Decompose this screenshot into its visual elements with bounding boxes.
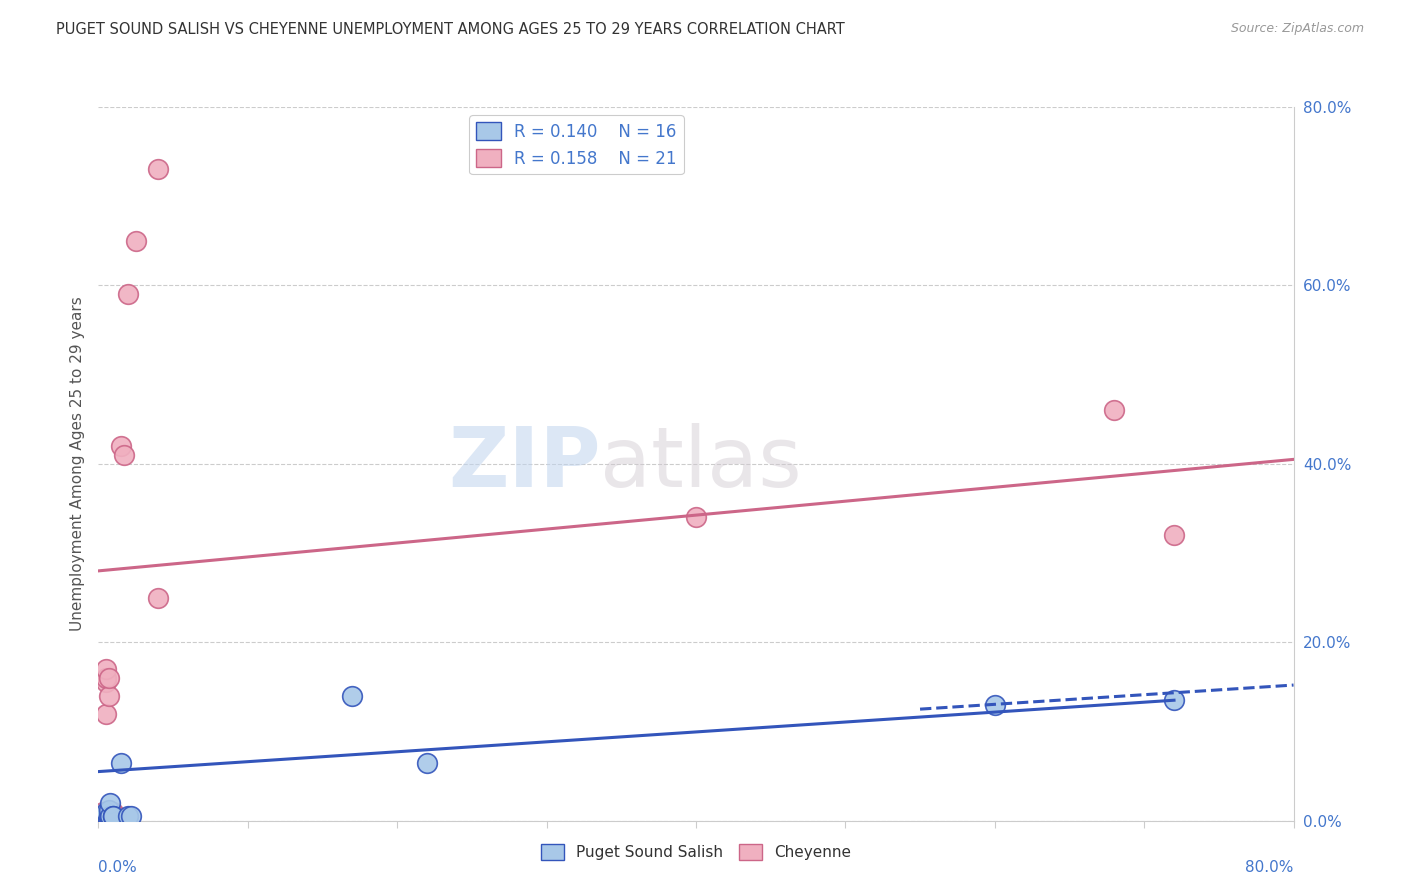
Point <box>94 671 117 685</box>
Point <box>117 809 139 823</box>
Point <box>94 809 117 823</box>
Point <box>91 809 114 823</box>
Point <box>103 805 125 819</box>
Text: PUGET SOUND SALISH VS CHEYENNE UNEMPLOYMENT AMONG AGES 25 TO 29 YEARS CORRELATIO: PUGET SOUND SALISH VS CHEYENNE UNEMPLOYM… <box>56 22 845 37</box>
Point <box>110 439 132 453</box>
Y-axis label: Unemployment Among Ages 25 to 29 years: Unemployment Among Ages 25 to 29 years <box>69 296 84 632</box>
Point <box>148 162 170 177</box>
Point <box>112 448 135 462</box>
Point <box>94 662 117 676</box>
Point <box>103 809 125 823</box>
Point <box>94 807 117 822</box>
Point <box>94 675 117 690</box>
Point <box>105 809 128 823</box>
Point <box>97 671 120 685</box>
Point <box>97 689 120 703</box>
Point <box>685 510 707 524</box>
Point <box>91 805 114 819</box>
Point <box>103 809 125 823</box>
Point <box>148 591 170 605</box>
Point <box>342 689 364 703</box>
Text: ZIP: ZIP <box>449 424 600 504</box>
Point <box>94 805 117 819</box>
Text: 0.0%: 0.0% <box>98 860 138 875</box>
Point <box>97 803 120 817</box>
Text: 80.0%: 80.0% <box>1246 860 1294 875</box>
Text: atlas: atlas <box>600 424 801 504</box>
Point <box>983 698 1005 712</box>
Point <box>103 809 125 823</box>
Point <box>98 809 122 823</box>
Point <box>110 756 132 770</box>
Point <box>97 809 120 823</box>
Point <box>120 809 142 823</box>
Point <box>1163 528 1185 542</box>
Point <box>98 809 122 823</box>
Point <box>98 796 122 810</box>
Point <box>1104 403 1126 417</box>
Point <box>94 706 117 721</box>
Point <box>1163 693 1185 707</box>
Point <box>125 234 148 248</box>
Point <box>117 287 139 301</box>
Text: Source: ZipAtlas.com: Source: ZipAtlas.com <box>1230 22 1364 36</box>
Point <box>416 756 439 770</box>
Legend: Puget Sound Salish, Cheyenne: Puget Sound Salish, Cheyenne <box>536 838 856 866</box>
